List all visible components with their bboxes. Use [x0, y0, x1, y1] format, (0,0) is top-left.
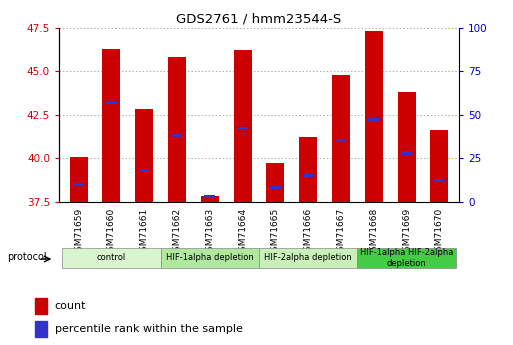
Bar	[398, 92, 416, 202]
Text: control: control	[97, 253, 126, 263]
Bar	[430, 130, 448, 202]
Bar	[332, 75, 350, 202]
Bar	[368, 118, 379, 121]
Bar	[35, 298, 47, 314]
Bar	[103, 49, 121, 202]
Text: HIF-2alpha depletion: HIF-2alpha depletion	[264, 253, 352, 263]
Text: percentile rank within the sample: percentile rank within the sample	[54, 324, 243, 334]
Text: protocol: protocol	[7, 252, 47, 262]
Bar	[237, 127, 248, 130]
Bar	[266, 164, 285, 202]
Bar	[168, 57, 186, 202]
Bar	[201, 196, 219, 202]
Bar	[434, 179, 445, 183]
FancyBboxPatch shape	[358, 248, 456, 268]
Bar	[135, 109, 153, 202]
Bar	[205, 195, 215, 198]
FancyBboxPatch shape	[161, 248, 259, 268]
Bar	[106, 101, 117, 104]
FancyBboxPatch shape	[259, 248, 358, 268]
Bar	[365, 31, 383, 202]
Bar	[303, 174, 313, 177]
Bar	[73, 183, 84, 186]
Text: HIF-1alpha depletion: HIF-1alpha depletion	[166, 253, 254, 263]
Text: count: count	[54, 301, 86, 311]
Bar	[35, 321, 47, 337]
Bar	[70, 157, 88, 202]
Bar	[401, 151, 412, 155]
Bar	[299, 137, 317, 202]
Text: HIF-1alpha HIF-2alpha
depletion: HIF-1alpha HIF-2alpha depletion	[360, 248, 453, 268]
Bar	[139, 169, 150, 172]
Bar	[233, 50, 252, 202]
Bar	[336, 139, 346, 142]
FancyBboxPatch shape	[62, 248, 161, 268]
Title: GDS2761 / hmm23544-S: GDS2761 / hmm23544-S	[176, 12, 342, 25]
Bar	[172, 134, 183, 137]
Bar	[270, 186, 281, 189]
